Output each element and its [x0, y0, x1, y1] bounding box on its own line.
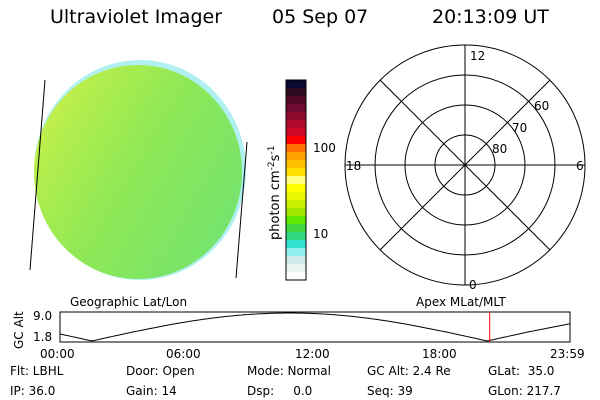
colorbar-swatch [286, 272, 306, 281]
colorbar-unit2: s [268, 154, 283, 161]
cbar-tick-10: 10 [313, 227, 328, 241]
auroral-image [29, 60, 248, 280]
colorbar [285, 79, 307, 281]
door-readout: Door: Open [126, 364, 195, 378]
colorbar-swatch [286, 200, 306, 209]
timeline-right-title: Apex MLat/MLT [416, 295, 506, 309]
colorbar-swatch [286, 216, 306, 225]
lat-70-label: 70 [512, 121, 527, 135]
dsp-readout: Dsp: 0.0 [247, 384, 313, 398]
colorbar-swatch [286, 120, 306, 129]
mlt-18-label: 18 [346, 159, 361, 173]
gc-alt-readout: GC Alt: 2.4 Re [367, 364, 451, 378]
lat-80-label: 80 [492, 142, 507, 156]
ytick-1.8: 1.8 [33, 330, 52, 344]
colorbar-swatch [286, 240, 306, 249]
xtick-6: 06:00 [166, 347, 201, 361]
colorbar-swatch [286, 168, 306, 177]
seq-readout: Seq: 39 [367, 384, 413, 398]
colorbar-swatch [286, 232, 306, 241]
colorbar-label: photon cm-2s-1 [267, 146, 283, 240]
colorbar-swatch [286, 176, 306, 185]
colorbar-swatch [286, 208, 306, 217]
timeline-ylabel: GC Alt [12, 311, 26, 349]
colorbar-swatch [286, 184, 306, 193]
time-label: 20:13:09 UT [432, 6, 549, 28]
colorbar-exp2: -1 [267, 146, 277, 155]
mlt-0-label: 0 [469, 278, 477, 292]
colorbar-swatch [286, 160, 306, 169]
xtick-18: 18:00 [422, 347, 457, 361]
colorbar-swatch [286, 96, 306, 105]
colorbar-swatch [286, 104, 306, 113]
instrument-title: Ultraviolet Imager [50, 6, 223, 28]
colorbar-swatch [286, 248, 306, 257]
colorbar-exp1: -2 [267, 161, 277, 170]
gain-readout: Gain: 14 [126, 384, 177, 398]
colorbar-swatch [286, 264, 306, 273]
mode-readout: Mode: Normal [247, 364, 331, 378]
timeline-left-title: Geographic Lat/Lon [70, 295, 187, 309]
ytick-9: 9.0 [33, 309, 52, 323]
colorbar-swatch [286, 136, 306, 145]
colorbar-swatch [286, 128, 306, 137]
glat-readout: GLat: 35.0 [488, 364, 555, 378]
colorbar-swatch [286, 112, 306, 121]
date-label: 05 Sep 07 [272, 6, 369, 28]
glon-readout: GLon: 217.7 [488, 384, 561, 398]
colorbar-swatch [286, 80, 306, 89]
limb-line-left [29, 79, 46, 271]
colorbar-swatch [286, 224, 306, 233]
xtick-12: 12:00 [295, 347, 330, 361]
ip-readout: IP: 36.0 [10, 384, 56, 398]
xtick-0: 00:00 [40, 347, 75, 361]
colorbar-label-text: photon cm [268, 170, 283, 240]
xtick-23-59: 23:59 [550, 347, 585, 361]
altitude-curve [59, 312, 571, 342]
colorbar-swatch [286, 152, 306, 161]
colorbar-swatch [286, 88, 306, 97]
colorbar-swatch [286, 256, 306, 265]
filter-readout: Flt: LBHL [10, 364, 64, 378]
mlt-6-label: 6 [576, 159, 584, 173]
colorbar-swatch [286, 192, 306, 201]
mlt-12-label: 12 [470, 49, 485, 63]
cbar-tick-100: 100 [313, 141, 336, 155]
altitude-timeline: Geographic Lat/Lon Apex MLat/MLT GC Alt … [12, 295, 585, 361]
lat-60-label: 60 [534, 99, 549, 113]
colorbar-swatch [286, 144, 306, 153]
limb-line-right [235, 141, 248, 279]
colorbar-frame [285, 79, 307, 281]
polar-grid [344, 44, 586, 286]
